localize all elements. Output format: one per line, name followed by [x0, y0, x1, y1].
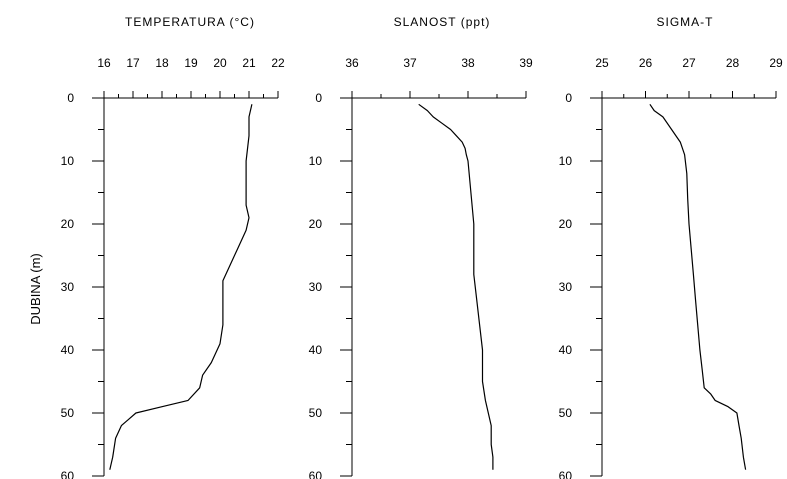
- sigma-t-x-tick-label: 25: [595, 56, 609, 70]
- salinity-y-tick-label: 60: [309, 469, 323, 479]
- salinity-x-tick-label: 38: [461, 56, 475, 70]
- salinity-y-tick-label: 0: [315, 91, 322, 105]
- sigma-t-y-tick-label: 30: [559, 280, 573, 294]
- temperature-panel: TEMPERATURA (°C) 16 17 18 19 20 21 22 0 10 20 30 40 5…: [61, 15, 285, 479]
- temperature-y-tick-label: 0: [67, 91, 74, 105]
- temperature-x-tick-label: 17: [126, 56, 140, 70]
- temperature-x-tick-label: 22: [271, 56, 285, 70]
- sigma-t-panel: SIGMA-T 25 26 27 28 29 0 10 20 30 40 50 60: [559, 15, 783, 479]
- sigma-t-x-tick-label: 29: [769, 56, 783, 70]
- salinity-y-tick-label: 20: [309, 217, 323, 231]
- temperature-x-tick-label: 19: [184, 56, 198, 70]
- salinity-profile-line: [418, 103, 494, 470]
- sigma-t-y-tick-label: 60: [559, 469, 573, 479]
- salinity-panel: SLANOST (ppt) 36 37 38 39 0 10 20 30 40 50 60: [309, 15, 533, 479]
- salinity-y-tick-label: 40: [309, 343, 323, 357]
- sigma-t-x-tick-label: 28: [726, 56, 740, 70]
- salinity-x-tick-label: 37: [403, 56, 417, 70]
- temperature-x-tick-label: 18: [155, 56, 169, 70]
- salinity-title: SLANOST (ppt): [394, 15, 491, 29]
- salinity-y-tick-label: 10: [309, 154, 323, 168]
- sigma-t-y-tick-label: 0: [565, 91, 572, 105]
- temperature-x-tick-label: 21: [242, 56, 256, 70]
- shared-y-axis-label: DUBINA (m): [28, 253, 43, 325]
- sigma-t-title: SIGMA-T: [657, 15, 714, 29]
- sigma-t-y-tick-label: 50: [559, 406, 573, 420]
- temperature-y-tick-label: 60: [61, 469, 75, 479]
- sigma-t-profile-line: [649, 103, 747, 470]
- salinity-x-tick-label: 39: [519, 56, 533, 70]
- salinity-x-tick-label: 36: [345, 56, 359, 70]
- sigma-t-y-tick-label: 10: [559, 154, 573, 168]
- temperature-title: TEMPERATURA (°C): [125, 15, 255, 29]
- salinity-y-tick-label: 50: [309, 406, 323, 420]
- temperature-y-tick-label: 10: [61, 154, 75, 168]
- temperature-x-tick-label: 16: [97, 56, 111, 70]
- sigma-t-x-tick-label: 26: [639, 56, 653, 70]
- temperature-x-tick-label: 20: [213, 56, 227, 70]
- temperature-y-tick-label: 40: [61, 343, 75, 357]
- salinity-y-tick-label: 30: [309, 280, 323, 294]
- temperature-profile-line: [109, 104, 253, 470]
- temperature-y-tick-label: 30: [61, 280, 75, 294]
- sigma-t-x-tick-label: 27: [682, 56, 696, 70]
- sigma-t-y-tick-label: 20: [559, 217, 573, 231]
- temperature-y-tick-label: 50: [61, 406, 75, 420]
- sigma-t-y-tick-label: 40: [559, 343, 573, 357]
- temperature-y-tick-label: 20: [61, 217, 75, 231]
